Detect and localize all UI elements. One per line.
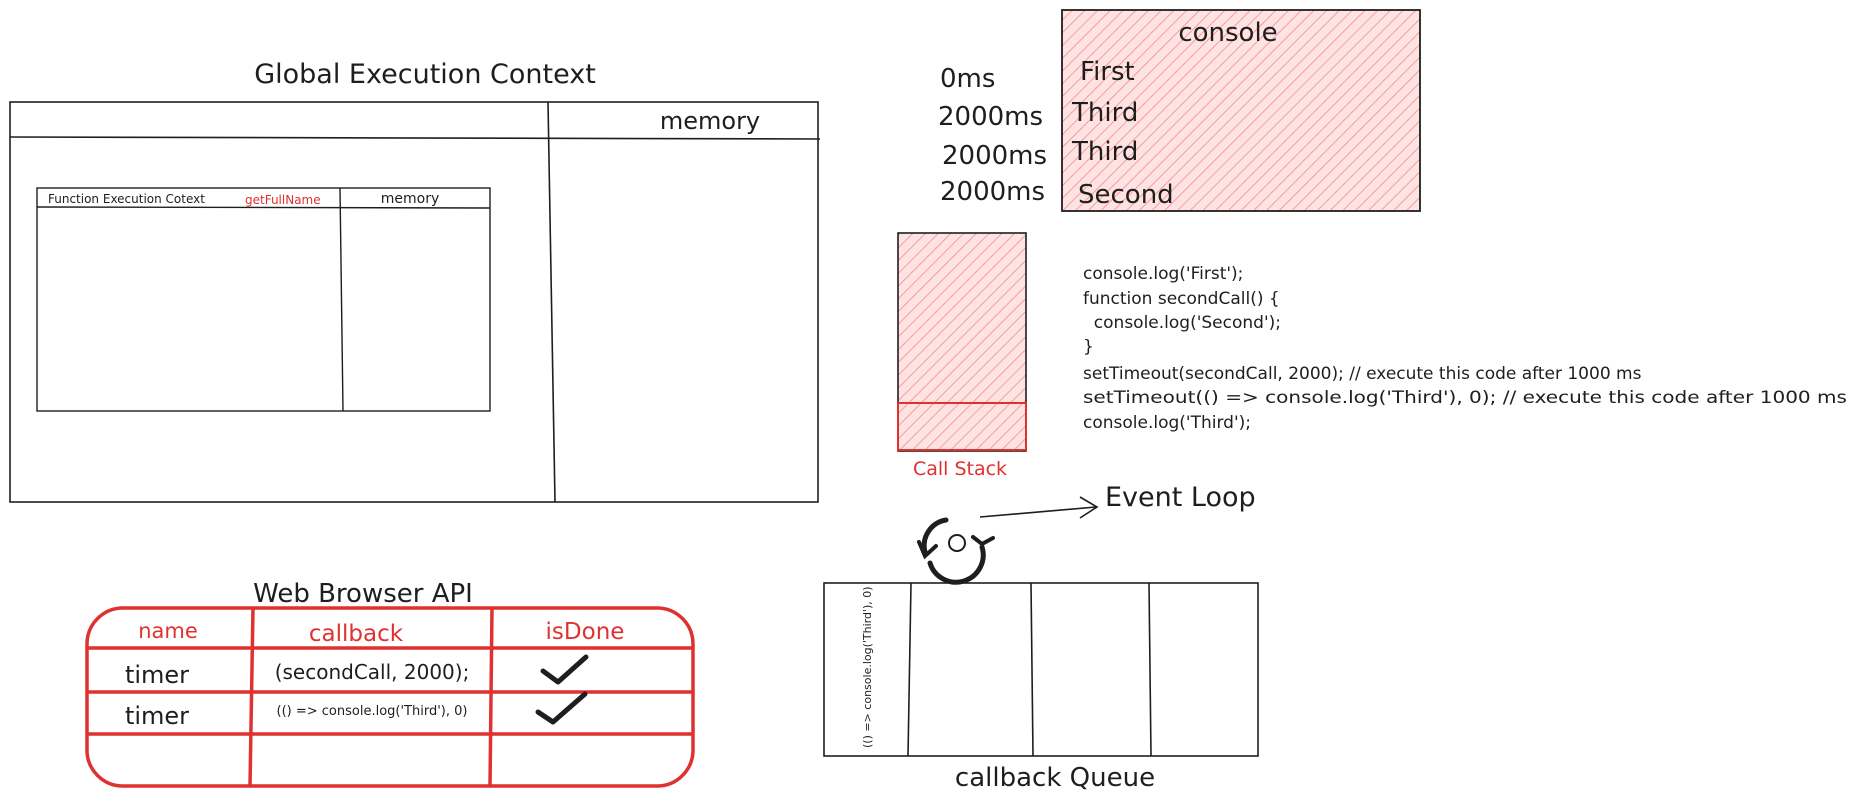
web-api-row-1-name: timer	[125, 661, 189, 689]
code-line-6: setTimeout(() => console.log('Third'), 0…	[1083, 388, 1847, 408]
web-api-row-1-callback: (secondCall, 2000);	[275, 660, 470, 684]
global-context-title: Global Execution Context	[254, 59, 596, 90]
function-context-frame	[36, 187, 491, 412]
console-time-1: 0ms	[940, 64, 995, 94]
console-time-3: 2000ms	[942, 141, 1047, 171]
web-api-header-callback: callback	[309, 621, 404, 647]
code-line-5: setTimeout(secondCall, 2000); // execute…	[1083, 364, 1642, 384]
global-execution-context: Global Execution Context memory Function…	[9, 59, 821, 503]
function-context-name: getFullName	[245, 193, 321, 207]
console-time-2: 2000ms	[938, 102, 1043, 132]
check-icon	[535, 691, 588, 725]
function-context-header-divider	[36, 206, 491, 209]
event-loop-label: Event Loop	[1105, 482, 1256, 513]
console-time-4: 2000ms	[940, 177, 1045, 207]
code-line-7: console.log('Third');	[1083, 413, 1251, 433]
console-title: console	[1178, 18, 1277, 48]
code-block: console.log('First'); function secondCal…	[1083, 264, 1847, 433]
web-browser-api: Web Browser API name callback isDone tim…	[85, 579, 695, 788]
global-context-frame	[9, 101, 819, 503]
web-api-table-frame	[85, 606, 695, 788]
code-line-3: console.log('Second');	[1083, 313, 1281, 333]
call-stack-label: Call Stack	[913, 458, 1007, 480]
global-context-header-divider	[9, 136, 821, 140]
console-panel: console First Third Third Second 0ms 200…	[938, 9, 1421, 212]
event-loop-cycle-icon	[917, 517, 995, 585]
web-api-header-name: name	[138, 619, 198, 643]
console-frame	[1061, 9, 1421, 212]
event-loop: Event Loop	[917, 482, 1256, 585]
function-context-title: Function Execution Cotext	[48, 192, 205, 206]
queue-slot-divider	[907, 582, 912, 757]
function-context-memory-divider	[339, 187, 344, 412]
web-api-title: Web Browser API	[253, 579, 473, 609]
global-memory-label: memory	[660, 107, 760, 135]
web-api-row-2-name: timer	[125, 702, 189, 730]
code-line-2: function secondCall() {	[1083, 289, 1280, 309]
callback-queue-frame	[823, 582, 1259, 757]
web-api-column-divider	[248, 607, 255, 787]
queue-slot-divider	[1030, 582, 1034, 757]
call-stack: Call Stack	[897, 232, 1027, 480]
console-output-2: Third	[1071, 98, 1138, 128]
callback-queue-item: (() => console.log('Third'), 0)	[861, 586, 874, 748]
callback-queue: (() => console.log('Third'), 0) callback…	[823, 582, 1259, 793]
web-api-row-2-callback: (() => console.log('Third'), 0)	[277, 704, 468, 719]
check-icon	[540, 654, 589, 685]
function-memory-label: memory	[381, 191, 440, 207]
console-output-1: First	[1080, 57, 1135, 87]
code-line-1: console.log('First');	[1083, 264, 1243, 284]
code-line-4: }	[1083, 337, 1094, 357]
web-api-header-isdone: isDone	[546, 619, 625, 645]
console-output-3: Third	[1071, 137, 1138, 167]
callback-queue-label: callback Queue	[955, 763, 1155, 793]
event-loop-arrow	[979, 496, 1099, 519]
console-output-4: Second	[1078, 180, 1174, 210]
web-api-column-divider	[488, 607, 494, 787]
function-execution-context: Function Execution Cotext getFullName me…	[36, 187, 491, 412]
global-context-memory-divider	[547, 101, 556, 503]
call-stack-frame-item	[897, 402, 1027, 451]
queue-slot-divider	[1148, 582, 1152, 757]
